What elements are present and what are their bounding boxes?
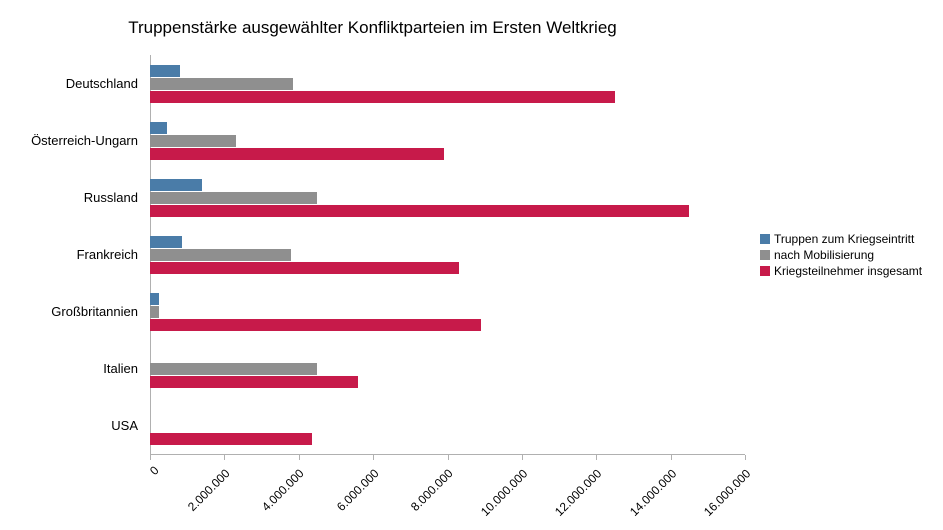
- bar-total: [150, 376, 358, 388]
- chart-container: Truppenstärke ausgewählter Konfliktparte…: [0, 0, 943, 530]
- x-tick: [522, 455, 523, 460]
- bar-mobilized: [150, 192, 317, 204]
- bar-total: [150, 148, 444, 160]
- x-tick-label: 4.000.000: [259, 467, 307, 515]
- bar-mobilized: [150, 78, 293, 90]
- category-label: Deutschland: [0, 76, 138, 91]
- category-label: Österreich-Ungarn: [0, 133, 138, 148]
- bar-total: [150, 319, 481, 331]
- bar-mobilized: [150, 135, 236, 147]
- x-tick-label: 16.000.000: [701, 466, 753, 518]
- bar-entry: [150, 293, 159, 305]
- legend-swatch: [760, 266, 770, 276]
- legend-label: nach Mobilisierung: [774, 248, 874, 262]
- x-tick: [745, 455, 746, 460]
- x-tick-label: 6.000.000: [334, 467, 382, 515]
- x-tick: [671, 455, 672, 460]
- bar-total: [150, 91, 615, 103]
- category-label: Großbritannien: [0, 304, 138, 319]
- bar-entry: [150, 122, 167, 134]
- bar-total: [150, 205, 689, 217]
- legend-item: Kriegsteilnehmer insgesamt: [760, 264, 922, 278]
- plot-area: [150, 55, 745, 455]
- category-label: USA: [0, 418, 138, 433]
- bar-mobilized: [150, 249, 291, 261]
- x-tick-label: 14.000.000: [627, 466, 679, 518]
- x-tick-label: 10.000.000: [478, 466, 530, 518]
- x-tick: [150, 455, 151, 460]
- bar-mobilized: [150, 363, 317, 375]
- legend-swatch: [760, 250, 770, 260]
- legend-swatch: [760, 234, 770, 244]
- legend-item: Truppen zum Kriegseintritt: [760, 232, 922, 246]
- x-tick-label: 0: [147, 463, 162, 478]
- legend-item: nach Mobilisierung: [760, 248, 922, 262]
- x-tick-label: 12.000.000: [552, 466, 604, 518]
- bar-total: [150, 433, 312, 445]
- x-tick: [596, 455, 597, 460]
- legend-label: Kriegsteilnehmer insgesamt: [774, 264, 922, 278]
- x-tick: [448, 455, 449, 460]
- bar-entry: [150, 236, 182, 248]
- bar-mobilized: [150, 306, 159, 318]
- x-tick: [373, 455, 374, 460]
- category-label: Russland: [0, 190, 138, 205]
- bar-total: [150, 262, 459, 274]
- x-tick: [224, 455, 225, 460]
- x-tick-label: 8.000.000: [408, 467, 456, 515]
- bar-entry: [150, 179, 202, 191]
- category-label: Frankreich: [0, 247, 138, 262]
- x-tick: [299, 455, 300, 460]
- legend-label: Truppen zum Kriegseintritt: [774, 232, 914, 246]
- chart-title: Truppenstärke ausgewählter Konfliktparte…: [0, 18, 745, 38]
- bar-entry: [150, 65, 180, 77]
- x-tick-label: 2.000.000: [185, 467, 233, 515]
- legend: Truppen zum Kriegseintritt nach Mobilisie…: [760, 230, 922, 280]
- category-label: Italien: [0, 361, 138, 376]
